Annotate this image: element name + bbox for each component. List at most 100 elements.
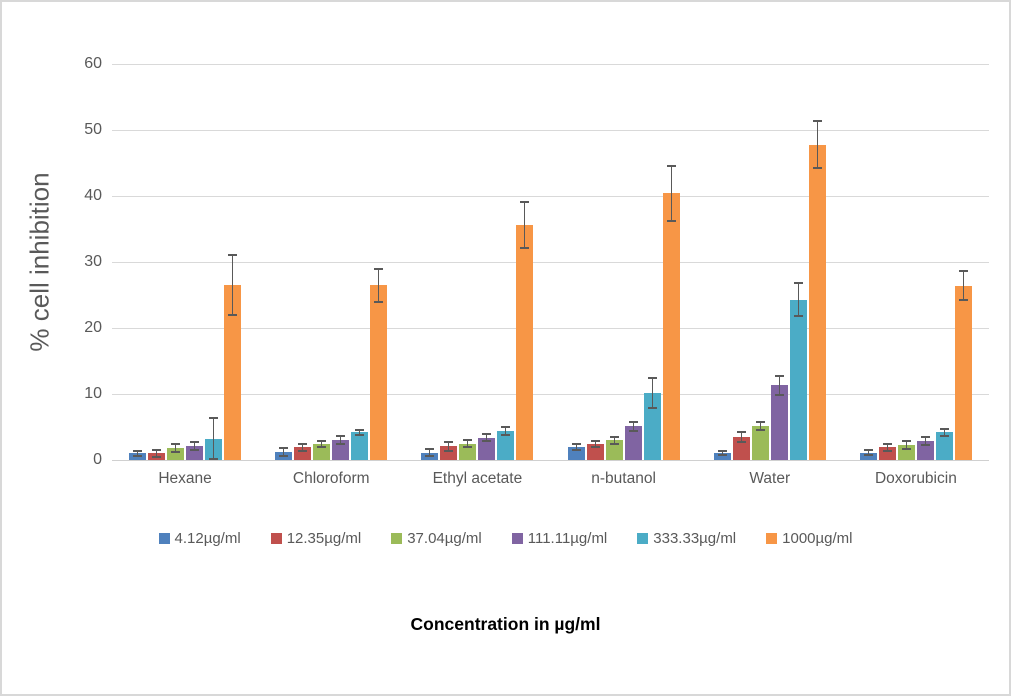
bar-37.04-water bbox=[751, 425, 769, 460]
error-bar bbox=[575, 443, 577, 451]
error-bar-cap bbox=[958, 270, 968, 273]
error-bar bbox=[759, 421, 761, 430]
error-bar-cap bbox=[171, 443, 181, 446]
error-bar bbox=[321, 440, 323, 448]
gridline bbox=[112, 63, 989, 65]
error-bar-cap bbox=[920, 443, 930, 446]
error-bar bbox=[429, 449, 431, 457]
error-bar-cap bbox=[317, 439, 327, 442]
legend-label: 4.12µg/ml bbox=[174, 530, 241, 547]
error-bar-cap bbox=[755, 420, 765, 423]
error-bar-cap bbox=[647, 376, 657, 379]
y-tick-label: 50 bbox=[84, 121, 102, 138]
error-bar-cap bbox=[666, 220, 676, 223]
y-tick-label: 20 bbox=[84, 319, 102, 336]
error-bar bbox=[613, 436, 615, 444]
error-bar-cap bbox=[463, 445, 473, 448]
error-bar bbox=[505, 427, 507, 435]
error-bar bbox=[778, 375, 780, 396]
gridline bbox=[112, 261, 989, 263]
error-bar-cap bbox=[920, 435, 930, 438]
error-bar-cap bbox=[793, 282, 803, 285]
error-bar bbox=[524, 201, 526, 249]
legend-item: 37.04µg/ml bbox=[391, 530, 482, 547]
error-bar-cap bbox=[228, 313, 238, 316]
error-bar bbox=[651, 377, 653, 408]
error-bar bbox=[448, 441, 450, 451]
error-bar-cap bbox=[298, 449, 308, 452]
error-bar-cap bbox=[939, 427, 949, 430]
error-bar bbox=[283, 448, 285, 457]
bar-1000-hexane bbox=[224, 285, 242, 460]
error-bar bbox=[867, 450, 869, 456]
error-bar bbox=[816, 121, 818, 168]
error-bar-cap bbox=[209, 417, 219, 420]
error-bar-cap bbox=[152, 449, 162, 452]
error-bar-cap bbox=[609, 435, 619, 438]
error-bar-cap bbox=[774, 394, 784, 397]
gridline bbox=[112, 393, 989, 395]
bar-37.04-hexane bbox=[167, 448, 185, 460]
error-bar-cap bbox=[463, 439, 473, 442]
error-bar-cap bbox=[228, 254, 238, 257]
error-bar-cap bbox=[425, 448, 435, 451]
error-bar-cap bbox=[298, 443, 308, 446]
error-bar-cap bbox=[958, 299, 968, 302]
error-bar-cap bbox=[755, 428, 765, 431]
error-bar-cap bbox=[355, 433, 365, 436]
error-bar-cap bbox=[666, 164, 676, 167]
bar-111.11-water bbox=[770, 385, 788, 460]
plot-area bbox=[112, 63, 989, 461]
bar-333.33-doxorubicin bbox=[935, 432, 953, 460]
bar-1000-n-butanol bbox=[662, 193, 680, 460]
error-bar-cap bbox=[171, 451, 181, 454]
legend-item: 4.12µg/ml bbox=[158, 530, 241, 547]
error-bar-cap bbox=[628, 429, 638, 432]
bar-333.33-ethyl-acetate bbox=[497, 430, 515, 460]
legend: 4.12µg/ml 12.35µg/ml 37.04µg/ml 111.11µg/ml… bbox=[2, 530, 1009, 547]
legend-marker-icon bbox=[511, 533, 523, 544]
error-bar bbox=[962, 271, 964, 301]
bar-1000-doxorubicin bbox=[954, 285, 972, 460]
y-tick-label: 60 bbox=[84, 55, 102, 72]
legend-label: 333.33µg/ml bbox=[653, 530, 737, 547]
bar-333.33-chloroform bbox=[351, 432, 369, 460]
error-bar-cap bbox=[501, 433, 511, 436]
error-bar-cap bbox=[317, 446, 327, 449]
error-bar-cap bbox=[501, 426, 511, 428]
error-bar-cap bbox=[279, 447, 289, 450]
error-bar-cap bbox=[209, 458, 219, 460]
error-bar bbox=[302, 444, 304, 451]
error-bar bbox=[632, 421, 634, 431]
error-bar bbox=[156, 450, 158, 457]
bar-12.35-ethyl-acetate bbox=[440, 446, 458, 460]
legend-marker-icon bbox=[766, 533, 778, 544]
error-bar bbox=[378, 268, 380, 302]
error-bar-cap bbox=[374, 267, 384, 270]
error-bar-cap bbox=[482, 439, 492, 442]
error-bar bbox=[194, 442, 196, 451]
category-label: Ethyl acetate bbox=[432, 470, 523, 487]
error-bar-cap bbox=[374, 300, 384, 303]
error-bar bbox=[924, 436, 926, 445]
category-label: Water bbox=[749, 470, 791, 487]
bar-4.12-water bbox=[713, 453, 731, 460]
y-tick-label: 40 bbox=[84, 187, 102, 204]
gridline bbox=[112, 327, 989, 329]
error-bar-cap bbox=[133, 449, 143, 452]
gridline bbox=[112, 129, 989, 131]
error-bar-cap bbox=[152, 455, 162, 458]
y-tick-label: 10 bbox=[84, 385, 102, 402]
category-label: Chloroform bbox=[292, 470, 370, 487]
error-bar-cap bbox=[774, 374, 784, 377]
error-bar bbox=[740, 431, 742, 443]
error-bar-cap bbox=[336, 443, 346, 446]
error-bar bbox=[175, 444, 177, 453]
error-bar bbox=[670, 165, 672, 222]
error-bar-cap bbox=[736, 441, 746, 444]
error-bar bbox=[886, 444, 888, 451]
bar-111.11-n-butanol bbox=[624, 426, 642, 460]
error-bar-cap bbox=[647, 406, 657, 409]
legend-item: 12.35µg/ml bbox=[270, 530, 361, 547]
error-bar bbox=[943, 428, 945, 436]
